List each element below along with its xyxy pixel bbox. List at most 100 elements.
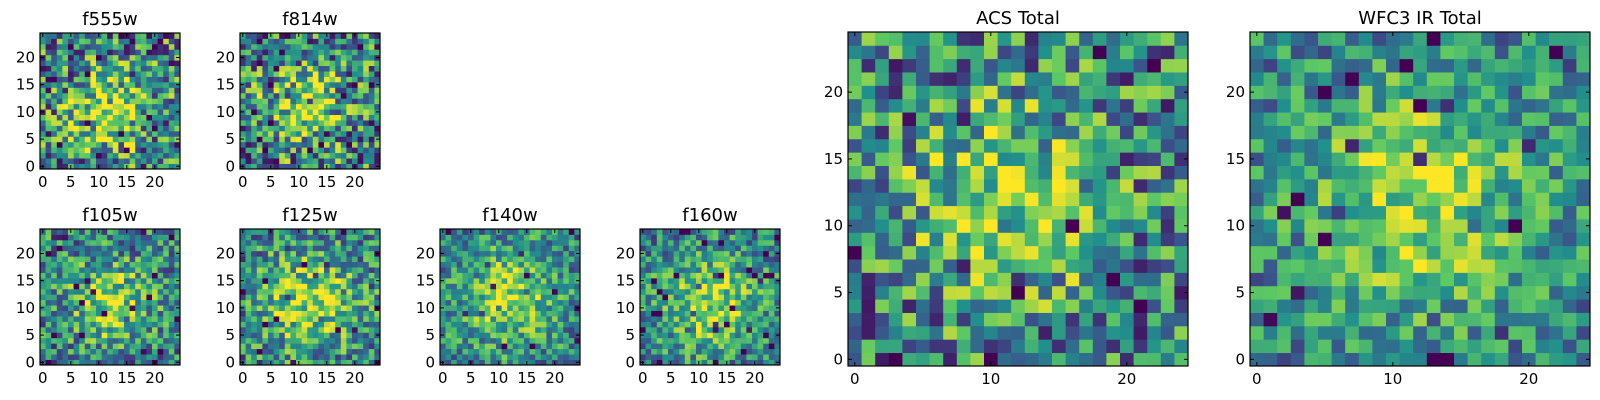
heatmap-cell (73, 103, 80, 110)
heatmap-cell (1290, 272, 1305, 287)
heatmap-cell (1331, 312, 1346, 327)
heatmap-cell (245, 114, 252, 121)
heatmap-cell (752, 245, 758, 252)
heatmap-cell (1386, 232, 1400, 247)
heatmap-cell (735, 348, 742, 355)
heatmap-cell (651, 359, 658, 366)
heatmap-cell (146, 299, 153, 306)
x-tick-label: 5 (66, 369, 76, 387)
heatmap-cell (574, 229, 581, 235)
heatmap-cell (1174, 98, 1189, 113)
heatmap-cell (112, 109, 119, 115)
heatmap-cell (1133, 339, 1148, 354)
heatmap-cell (496, 337, 502, 344)
heatmap-cell (374, 87, 381, 94)
heatmap-cell (696, 250, 702, 257)
heatmap-cell (135, 98, 142, 105)
heatmap-cell (662, 239, 669, 246)
heatmap-cell (507, 288, 514, 295)
heatmap-cell (662, 256, 669, 263)
heatmap-cell (146, 71, 153, 77)
heatmap-cell (746, 305, 753, 311)
heatmap-cell (284, 65, 291, 72)
heatmap-cell (1277, 352, 1292, 367)
heatmap-cell (307, 348, 314, 355)
heatmap-cell (90, 321, 97, 328)
heatmap-cell (507, 337, 514, 344)
heatmap-cell (90, 337, 97, 344)
heatmap-cell (96, 294, 102, 301)
heatmap-cell (640, 234, 646, 241)
heatmap-cell (45, 163, 52, 170)
heatmap-cell (679, 299, 686, 306)
heatmap-cell (163, 103, 170, 110)
heatmap-cell (329, 33, 336, 39)
heatmap-cell (68, 43, 74, 50)
heatmap-cell (1092, 112, 1107, 126)
heatmap-cell (174, 261, 181, 268)
heatmap-cell (340, 103, 347, 110)
heatmap-cell (163, 43, 170, 50)
heatmap-cell (662, 305, 669, 311)
heatmap-cell (535, 250, 542, 257)
heatmap-cell (462, 326, 469, 333)
heatmap-cell (368, 234, 375, 241)
heatmap-cell (763, 310, 770, 317)
y-tick-label: 10 (416, 299, 435, 317)
heatmap-cell (768, 272, 775, 279)
heatmap-cell (707, 321, 714, 328)
heatmap-cell (445, 267, 452, 273)
heatmap-cell (668, 288, 674, 295)
heatmap-cell (68, 332, 74, 339)
heatmap-cell (512, 272, 519, 279)
heatmap-cell (152, 332, 158, 339)
heatmap-cell (357, 38, 364, 45)
heatmap-cell (479, 261, 486, 268)
heatmap-cell (568, 343, 575, 350)
heatmap-cell (916, 192, 930, 207)
heatmap-cell (84, 283, 91, 290)
heatmap-cell (312, 310, 319, 317)
heatmap-cell (768, 310, 775, 317)
heatmap-cell (107, 136, 114, 143)
heatmap-cell (718, 261, 725, 268)
heatmap-cell (124, 305, 130, 311)
heatmap-cell (256, 54, 263, 61)
heatmap-cell (752, 348, 758, 355)
heatmap-cell (524, 277, 530, 284)
heatmap-cell (290, 229, 297, 235)
heatmap-cell (112, 114, 119, 121)
heatmap-cell (684, 272, 691, 279)
heatmap-cell (848, 312, 862, 327)
heatmap-cell (296, 152, 302, 159)
heatmap-cell (956, 219, 971, 233)
heatmap-cell (1011, 58, 1026, 73)
heatmap-cell (1372, 232, 1387, 247)
heatmap-cell (240, 60, 246, 67)
heatmap-cell (1011, 299, 1026, 313)
heatmap-cell (329, 65, 336, 72)
heatmap-cell (684, 288, 691, 295)
heatmap-cell (997, 325, 1012, 340)
heatmap-cell (943, 339, 958, 354)
heatmap-cell (656, 310, 663, 317)
y-tick-label: 10 (824, 217, 843, 235)
heatmap-cell (357, 152, 364, 159)
heatmap-cell (296, 250, 302, 257)
heatmap-cell (135, 294, 142, 301)
heatmap-cell (740, 305, 747, 311)
heatmap-cell (73, 158, 80, 164)
heatmap-cell (568, 326, 575, 333)
heatmap-cell (101, 87, 108, 94)
heatmap-cell (146, 103, 153, 110)
heatmap-cell (1454, 325, 1468, 340)
heatmap-cell (1174, 232, 1189, 247)
heatmap-cell (335, 109, 342, 115)
heatmap-cell (568, 294, 575, 301)
heatmap-cell (290, 326, 297, 333)
heatmap-cell (1440, 272, 1455, 287)
heatmap-cell (563, 288, 570, 295)
heatmap-cell (152, 109, 158, 115)
heatmap-cell (1160, 339, 1175, 354)
heatmap-cell (90, 76, 97, 83)
